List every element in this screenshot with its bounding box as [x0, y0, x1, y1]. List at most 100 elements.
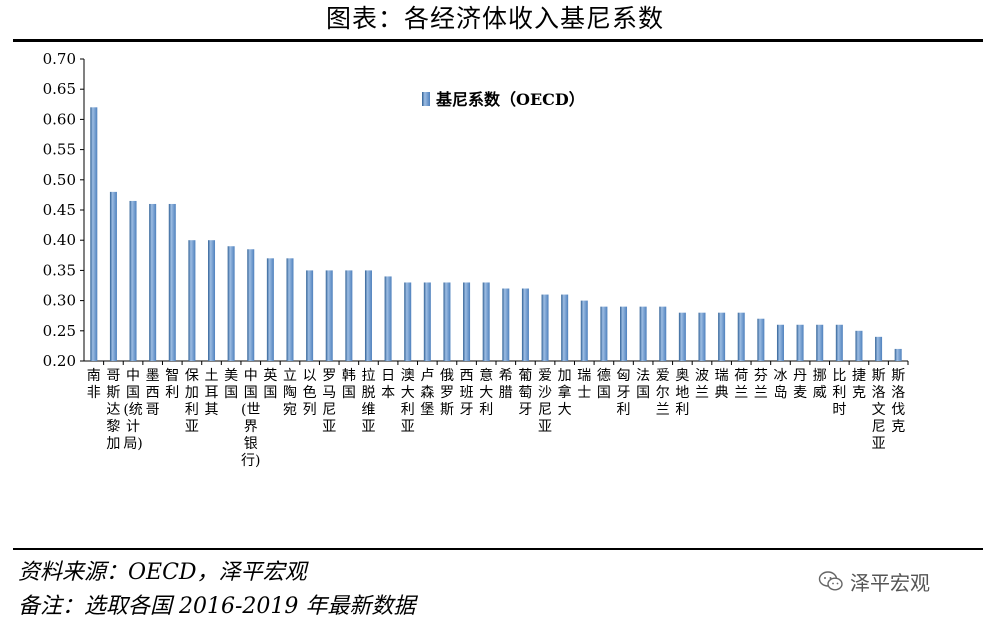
bar-5: [168, 203, 176, 361]
bar-21: [482, 282, 490, 361]
x-category-char: 哥: [146, 402, 160, 418]
x-category-char: 意: [479, 367, 493, 384]
y-tick-label: 0.45: [43, 201, 76, 219]
x-category-label: 挪威: [813, 368, 827, 401]
x-category-char: 葡: [518, 368, 532, 384]
x-category-char: 法: [636, 368, 650, 384]
x-category-char: 冰: [773, 368, 787, 384]
bar-14: [345, 270, 353, 361]
x-category-label: 意大利: [479, 367, 493, 418]
x-category-char: (统: [123, 402, 142, 418]
x-category-char: 亚: [872, 436, 886, 452]
chart-title: 图表：各经济体收入基尼系数: [325, 4, 664, 33]
y-tick-label: 0.50: [43, 171, 76, 189]
x-category-char: 国: [597, 385, 611, 401]
x-category-char: 挪: [813, 368, 827, 384]
bar-20: [463, 282, 471, 361]
x-category-char: 芬: [754, 368, 768, 384]
source-note: 资料来源：OECD，泽平宏观: [18, 560, 307, 585]
x-category-char: 维: [361, 402, 375, 418]
bar-17: [404, 282, 412, 361]
x-category-label: 爱沙尼亚: [538, 368, 552, 435]
bar-8: [227, 246, 235, 361]
x-category-char: 其: [205, 402, 219, 418]
x-category-label: 奥地利: [675, 367, 689, 418]
x-category-char: 宛: [283, 402, 297, 418]
bar-39: [835, 324, 843, 361]
x-category-char: 立: [283, 368, 297, 384]
bar-22: [502, 288, 510, 361]
x-category-char: 地: [675, 385, 689, 401]
x-category-char: 罗: [440, 385, 454, 401]
x-category-label: 瑞典: [715, 368, 729, 401]
x-category-char: 兰: [734, 385, 748, 401]
x-category-char: 行): [241, 453, 260, 469]
x-category-label: 中国(世界银行): [241, 368, 260, 469]
x-category-char: 马: [322, 385, 336, 401]
y-tick-label: 0.60: [43, 110, 76, 128]
bar-1: [90, 107, 98, 361]
x-category-char: 堡: [420, 402, 434, 418]
x-category-char: 界: [244, 419, 258, 435]
x-category-char: 萄: [518, 385, 532, 401]
x-category-label: 荷兰: [734, 368, 748, 401]
x-category-label: 保加利亚: [185, 368, 199, 435]
y-tick-label: 0.30: [43, 292, 76, 310]
x-category-char: 瑞: [577, 368, 591, 384]
x-category-label: 立陶宛: [283, 368, 297, 418]
x-category-char: 洛: [891, 385, 905, 401]
x-category-char: 奥: [675, 367, 689, 384]
x-category-label: 拉脱维亚: [361, 368, 375, 435]
x-category-char: (世: [241, 402, 260, 418]
bar-42: [894, 348, 902, 361]
bar-27: [600, 306, 608, 361]
x-category-char: 西: [460, 368, 474, 384]
x-category-char: 兰: [656, 402, 670, 418]
x-category-label: 卢森堡: [420, 368, 434, 418]
x-category-char: 斯: [891, 368, 905, 384]
x-category-char: 尼: [872, 419, 886, 435]
x-category-char: 大: [401, 385, 415, 401]
x-category-char: 加: [106, 436, 120, 452]
bar-24: [541, 294, 549, 361]
x-category-label: 斯洛伐克: [891, 368, 905, 435]
x-category-char: 国: [263, 385, 277, 401]
x-category-char: 中: [126, 368, 140, 384]
x-category-char: 尔: [656, 385, 670, 401]
x-category-char: 国: [244, 385, 258, 401]
bottom-rule: [13, 548, 983, 550]
x-category-label: 斯洛文尼亚: [872, 368, 886, 452]
bar-41: [875, 336, 883, 361]
x-category-char: 牙: [460, 402, 474, 418]
x-category-label: 墨西哥: [146, 368, 160, 418]
x-category-char: 本: [381, 385, 395, 401]
bar-13: [325, 270, 333, 361]
x-category-char: 斯: [872, 368, 886, 384]
bar-4: [149, 203, 157, 361]
x-category-char: 保: [185, 368, 199, 384]
x-category-char: 洛: [872, 385, 886, 401]
x-category-char: 俄: [440, 368, 454, 384]
bar-16: [384, 276, 392, 361]
x-category-char: 南: [87, 368, 101, 384]
bar-15: [364, 270, 372, 361]
x-category-char: 加: [558, 368, 572, 384]
bar-9: [247, 249, 255, 361]
x-category-char: 国: [224, 385, 238, 401]
x-category-label: 葡萄牙: [518, 368, 532, 418]
x-category-char: 伐: [891, 402, 905, 418]
y-tick-label: 0.40: [43, 231, 76, 249]
bar-18: [423, 282, 431, 361]
x-category-char: 兰: [695, 385, 709, 401]
bar-2: [109, 191, 117, 361]
x-category-char: 陶: [283, 385, 297, 401]
y-tick-label: 0.65: [43, 80, 76, 98]
bar-12: [306, 270, 314, 361]
y-tick-label: 0.20: [43, 352, 76, 370]
x-category-label: 俄罗斯: [440, 368, 454, 418]
x-category-char: 亚: [185, 419, 199, 435]
x-category-char: 德: [597, 368, 611, 384]
x-category-char: 国: [636, 385, 650, 401]
x-category-char: 时: [832, 402, 846, 418]
bar-29: [639, 306, 647, 361]
